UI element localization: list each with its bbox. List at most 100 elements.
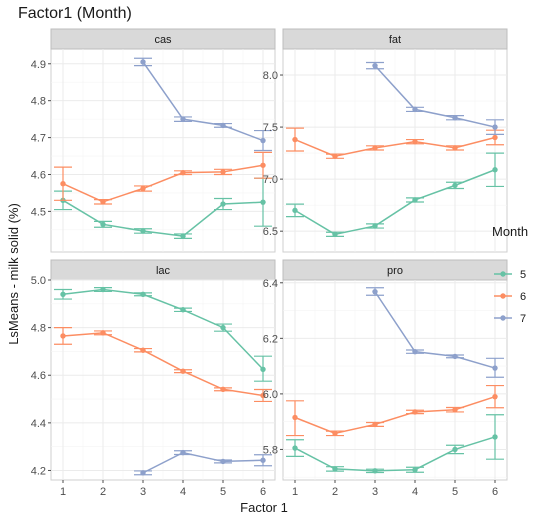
- data-point: [372, 468, 378, 474]
- series-7: [134, 449, 272, 476]
- data-point: [220, 169, 226, 175]
- data-point: [220, 201, 226, 207]
- y-tick-label: 4.7: [31, 133, 46, 145]
- data-point: [180, 233, 186, 239]
- data-point: [140, 59, 146, 65]
- y-tick-label: 5.8: [263, 444, 278, 456]
- series-line-6: [62, 164, 264, 203]
- series-6: [286, 384, 504, 437]
- data-point: [180, 116, 186, 122]
- data-point: [100, 199, 106, 205]
- data-point: [452, 145, 458, 151]
- legend: Month 5 6 7: [492, 224, 528, 325]
- data-point: [60, 181, 66, 187]
- strip-label: fat: [389, 34, 401, 46]
- series-line-7: [142, 61, 264, 142]
- data-point: [180, 449, 186, 456]
- y-tick-label: 4.8: [31, 323, 46, 335]
- y-tick-label: 4.9: [31, 59, 46, 71]
- data-point: [140, 185, 146, 192]
- data-point: [452, 407, 458, 413]
- legend-key-point-6: [500, 293, 506, 299]
- data-point: [452, 182, 458, 189]
- data-point: [332, 430, 338, 437]
- legend-key-point-7: [500, 315, 506, 321]
- series-5: [54, 177, 272, 239]
- data-point: [220, 324, 226, 331]
- data-point: [492, 365, 498, 371]
- series-6: [54, 151, 272, 205]
- series-line-5: [294, 436, 496, 472]
- strip-label: cas: [154, 34, 172, 46]
- series-7: [134, 57, 272, 152]
- legend-label: 5: [520, 269, 526, 281]
- chart-title: Factor1 (Month): [18, 5, 132, 22]
- y-tick-label: 4.6: [31, 370, 46, 382]
- legend-label: 7: [520, 313, 526, 325]
- data-point: [140, 347, 146, 353]
- data-point: [412, 409, 418, 415]
- data-point: [260, 199, 266, 205]
- y-tick-label: 6.2: [263, 333, 278, 345]
- y-tick-label: 4.8: [31, 96, 46, 108]
- data-point: [372, 62, 378, 69]
- data-point: [220, 458, 226, 465]
- strip-label: pro: [387, 265, 403, 277]
- data-point: [220, 122, 226, 129]
- data-point: [60, 333, 66, 339]
- data-point: [492, 134, 498, 141]
- data-point: [292, 207, 298, 214]
- x-tick-label: 6: [260, 486, 266, 498]
- legend-label: 6: [520, 291, 526, 303]
- x-axis-title: Factor 1: [240, 500, 288, 515]
- data-point: [332, 153, 338, 159]
- panel-pro: pro 5.8 6.0 6.2 6.4 1 2 3 4 5 6: [263, 259, 508, 498]
- data-point: [140, 470, 146, 476]
- data-point: [372, 288, 378, 295]
- data-point: [372, 421, 378, 428]
- data-point: [412, 138, 418, 145]
- data-point: [452, 115, 458, 121]
- x-tick-label: 4: [412, 486, 418, 498]
- data-point: [260, 366, 266, 372]
- panel-lac: lac 4.2 4.4 4.6 4.8 5.0 1 2 3 4 5 6: [31, 259, 276, 498]
- x-tick-label: 2: [100, 486, 106, 498]
- data-point: [100, 286, 106, 293]
- data-point: [492, 393, 498, 400]
- series-5: [54, 286, 272, 382]
- series-line-7: [374, 291, 496, 369]
- data-point: [292, 445, 298, 451]
- x-tick-label: 3: [372, 486, 378, 498]
- series-5: [286, 414, 504, 474]
- panel-fat: fat 6.5 7.0 7.5 8.0: [263, 28, 508, 253]
- series-6: [286, 127, 504, 159]
- x-tick-label: 3: [140, 486, 146, 498]
- data-point: [452, 446, 458, 453]
- y-tick-label: 6.4: [263, 278, 278, 290]
- series-line-5: [62, 288, 264, 370]
- data-point: [412, 106, 418, 113]
- y-tick-label: 8.0: [263, 70, 278, 82]
- data-point: [492, 124, 498, 130]
- series-6: [54, 327, 272, 403]
- x-tick-label: 1: [292, 486, 298, 498]
- data-point: [140, 291, 146, 297]
- data-point: [100, 221, 106, 228]
- data-point: [260, 137, 266, 144]
- y-tick-label: 7.0: [263, 174, 278, 186]
- data-point: [260, 457, 266, 463]
- x-tick-label: 4: [180, 486, 186, 498]
- series-5: [286, 152, 504, 238]
- y-tick-label: 4.6: [31, 169, 46, 181]
- data-point: [260, 162, 266, 168]
- panels-layer: cas 4.5 4.6 4.7 4.8 4.9 fat 6.5 7.0 7.5 8.0 lac 4.2 4…: [31, 28, 508, 498]
- data-point: [332, 466, 338, 472]
- data-point: [412, 197, 418, 203]
- y-axis-title: LsMeans - milk solid (%): [6, 203, 21, 345]
- x-tick-label: 5: [452, 486, 458, 498]
- data-point: [140, 228, 146, 234]
- data-point: [292, 414, 298, 421]
- x-tick-label: 5: [220, 486, 226, 498]
- data-point: [492, 434, 498, 440]
- data-point: [372, 145, 378, 151]
